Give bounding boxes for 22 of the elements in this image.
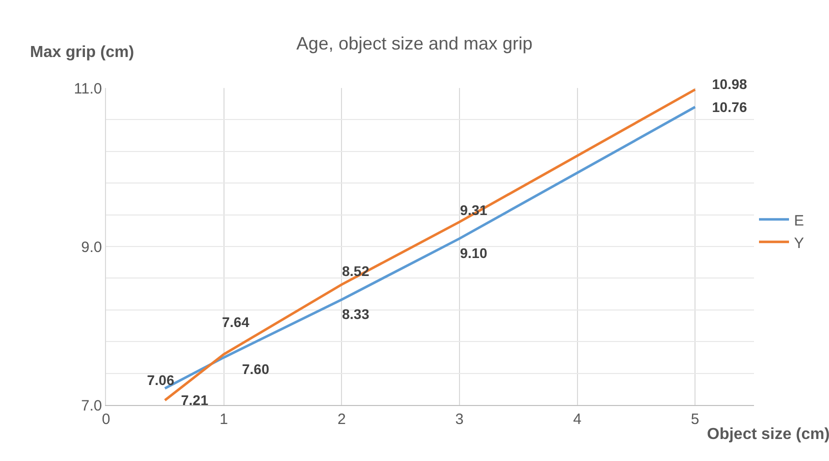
x-tick-label: 3: [455, 411, 464, 428]
y-tick-label: 11.0: [74, 80, 102, 98]
data-label: 7.60: [242, 361, 270, 377]
data-label: 9.10: [460, 245, 488, 261]
x-tick-label: 2: [337, 411, 346, 428]
y-axis-title: Max grip (cm): [30, 44, 134, 61]
x-tick-label: 5: [690, 411, 700, 428]
data-label: 10.76: [712, 99, 748, 115]
chart-title: Age, object size and max grip: [296, 33, 533, 54]
data-label: 8.33: [342, 306, 370, 322]
data-label: 7.64: [222, 314, 250, 330]
x-tick-label: 1: [220, 411, 228, 428]
x-tick-label: 4: [573, 411, 582, 428]
y-tick-label: 7.0: [81, 397, 102, 414]
data-label: 7.21: [181, 392, 208, 408]
legend-label: Y: [794, 234, 804, 252]
y-tick-label: 9.0: [81, 238, 102, 256]
data-label: 7.06: [147, 372, 174, 388]
data-label: 10.98: [712, 76, 748, 92]
legend-label: E: [794, 212, 804, 230]
x-axis-title: Object size (cm): [707, 426, 829, 443]
x-tick-label: 0: [102, 411, 110, 428]
